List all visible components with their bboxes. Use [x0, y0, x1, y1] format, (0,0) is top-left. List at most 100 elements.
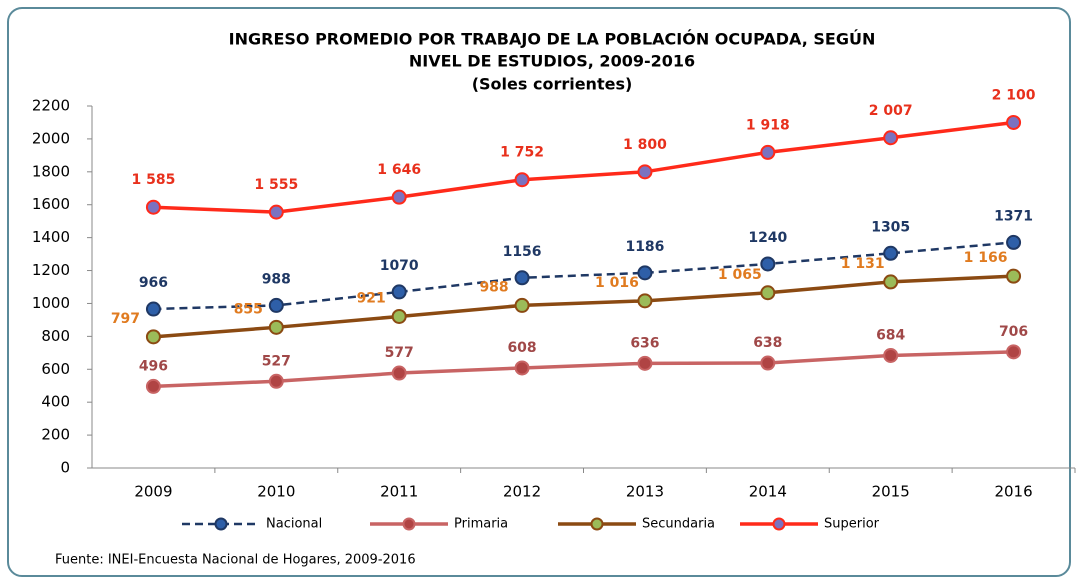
marker — [145, 199, 161, 215]
data-label: 988 — [479, 279, 508, 295]
x-tick-label: 2016 — [994, 483, 1032, 501]
x-tick-label: 2012 — [503, 483, 541, 501]
marker — [760, 285, 776, 301]
y-tick-label: 1200 — [32, 261, 70, 279]
marker — [883, 245, 899, 261]
legend-marker — [402, 517, 416, 531]
marker — [268, 373, 284, 389]
legend-label: Primaria — [454, 517, 508, 532]
legend-marker — [214, 517, 228, 531]
data-label: 1 131 — [841, 256, 885, 272]
data-label: 1156 — [503, 244, 542, 260]
data-label: 1070 — [380, 258, 419, 274]
marker — [760, 355, 776, 371]
marker — [637, 293, 653, 309]
data-label: 1305 — [871, 219, 910, 235]
x-tick-label: 2009 — [134, 483, 172, 501]
data-label: 1 065 — [718, 267, 762, 283]
data-label: 1371 — [994, 208, 1033, 224]
legend-marker — [590, 517, 604, 531]
marker — [391, 365, 407, 381]
y-tick-label: 2000 — [32, 129, 70, 147]
y-tick-label: 2200 — [32, 97, 70, 115]
data-label: 797 — [111, 311, 140, 327]
data-label: 1186 — [625, 239, 664, 255]
x-tick-label: 2011 — [380, 483, 418, 501]
data-label: 1 752 — [500, 145, 544, 161]
y-tick-label: 600 — [41, 360, 70, 378]
x-tick-label: 2013 — [626, 483, 664, 501]
y-tick-label: 400 — [41, 393, 70, 411]
data-label: 608 — [507, 340, 536, 356]
data-label: 1 555 — [254, 177, 298, 193]
chart-border — [7, 7, 1071, 577]
marker — [514, 172, 530, 188]
y-tick-label: 1000 — [32, 294, 70, 312]
marker — [268, 319, 284, 335]
marker — [391, 308, 407, 324]
marker — [514, 270, 530, 286]
marker — [268, 297, 284, 313]
marker — [391, 189, 407, 205]
marker — [883, 274, 899, 290]
data-label: 1 016 — [595, 275, 639, 291]
marker — [391, 284, 407, 300]
marker — [1006, 344, 1022, 360]
data-label: 2 007 — [869, 103, 913, 119]
marker — [514, 360, 530, 376]
x-tick-label: 2014 — [749, 483, 787, 501]
y-tick-label: 0 — [60, 459, 70, 477]
chart-title: NIVEL DE ESTUDIOS, 2009-2016 — [409, 52, 695, 71]
legend-label: Nacional — [266, 517, 322, 532]
series-line — [153, 274, 1014, 339]
marker — [268, 204, 284, 220]
marker — [883, 130, 899, 146]
marker — [637, 355, 653, 371]
data-label: 1240 — [748, 230, 787, 246]
data-label: 1 800 — [623, 137, 667, 153]
marker — [1006, 234, 1022, 250]
marker — [1006, 268, 1022, 284]
data-label: 1 918 — [746, 117, 790, 133]
marker — [145, 301, 161, 317]
data-label: 988 — [262, 271, 291, 287]
marker — [760, 256, 776, 272]
source-note: Fuente: INEI-Encuesta Nacional de Hogare… — [55, 553, 416, 568]
x-tick-label: 2010 — [257, 483, 295, 501]
marker — [1006, 114, 1022, 130]
legend-label: Superior — [824, 517, 880, 532]
marker — [637, 265, 653, 281]
data-label: 1 166 — [964, 250, 1008, 266]
chart-subtitle: (Soles corrientes) — [472, 75, 633, 94]
marker — [514, 297, 530, 313]
data-label: 684 — [876, 327, 905, 343]
data-label: 496 — [139, 358, 168, 374]
data-label: 966 — [139, 275, 168, 291]
y-tick-label: 200 — [41, 426, 70, 444]
chart-title: INGRESO PROMEDIO POR TRABAJO DE LA POBLA… — [229, 30, 876, 49]
legend-marker — [772, 517, 786, 531]
data-label: 1 646 — [377, 162, 421, 178]
y-tick-label: 800 — [41, 327, 70, 345]
series-line — [153, 350, 1014, 389]
y-tick-label: 1600 — [32, 195, 70, 213]
data-label: 855 — [234, 301, 263, 317]
data-label: 921 — [357, 290, 386, 306]
marker — [637, 164, 653, 180]
y-tick-label: 1400 — [32, 228, 70, 246]
data-label: 706 — [999, 324, 1028, 340]
series-line — [153, 241, 1014, 311]
y-tick-label: 1800 — [32, 162, 70, 180]
x-tick-label: 2015 — [872, 483, 910, 501]
marker — [145, 378, 161, 394]
data-label: 577 — [385, 345, 414, 361]
data-label: 527 — [262, 353, 291, 369]
data-label: 1 585 — [132, 172, 176, 188]
data-label: 636 — [630, 335, 659, 351]
series-line — [153, 120, 1014, 214]
data-label: 638 — [753, 335, 782, 351]
marker — [145, 329, 161, 345]
marker — [760, 144, 776, 160]
legend-label: Secundaria — [642, 517, 715, 532]
